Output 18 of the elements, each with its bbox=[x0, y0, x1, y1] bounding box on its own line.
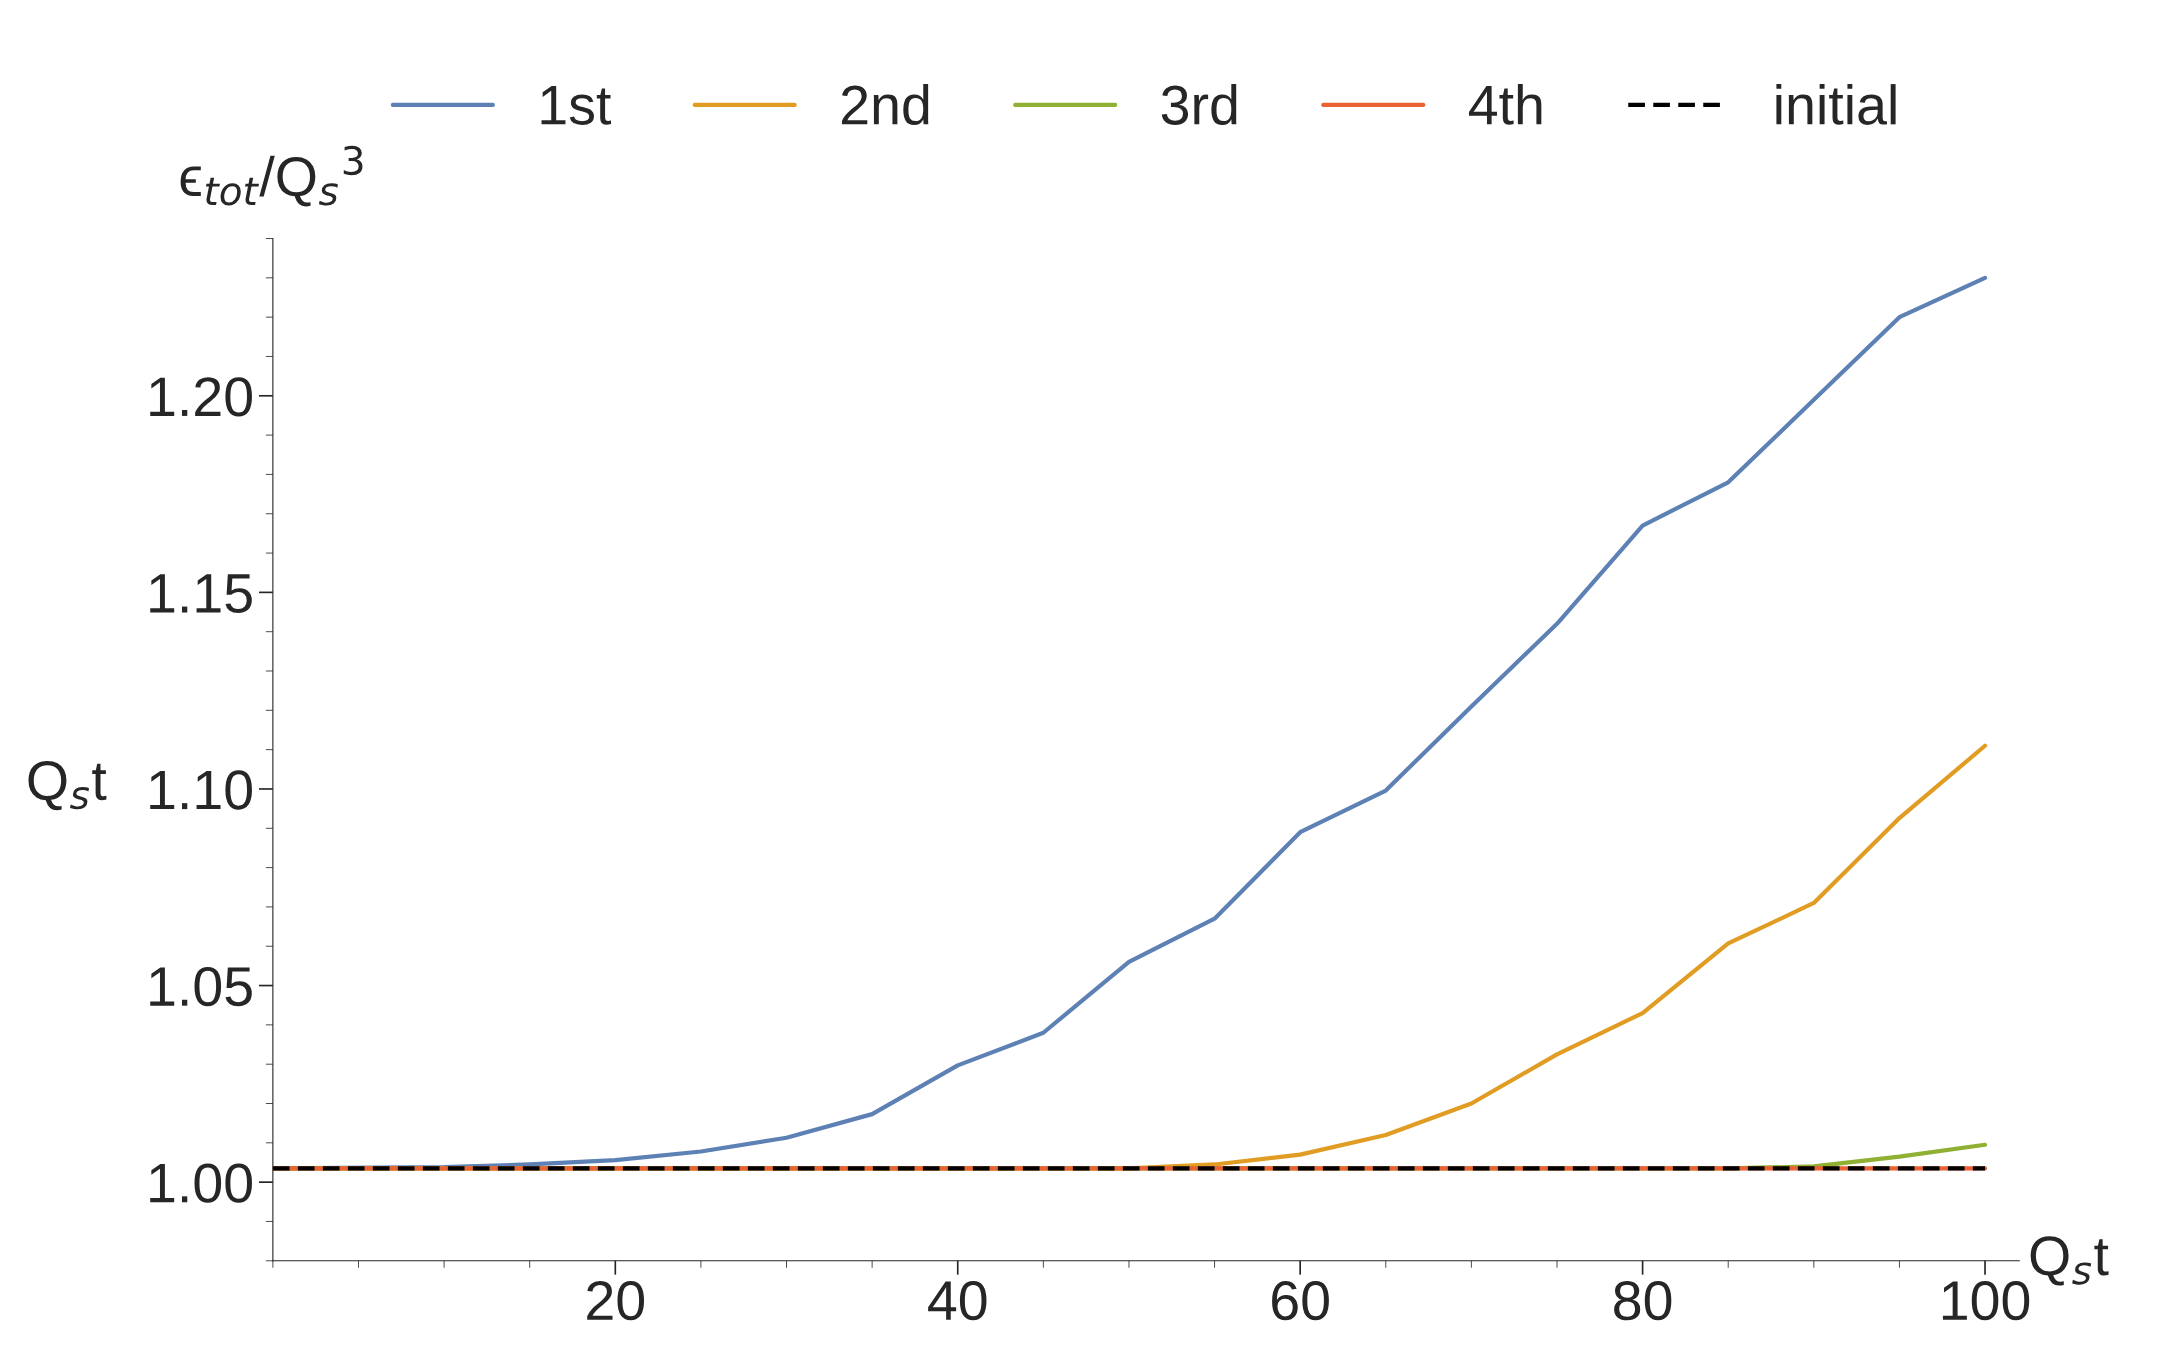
legend-label: 2nd bbox=[841, 84, 929, 125]
legend-label: 4th bbox=[1468, 84, 1542, 125]
legend-label: 3rd bbox=[1161, 84, 1237, 125]
x-tick-label: 60 bbox=[1272, 1280, 1329, 1321]
y-tick-label: 1.15 bbox=[150, 574, 252, 614]
y-tick-label: 1.20 bbox=[150, 377, 252, 417]
y-tick-label: 1.05 bbox=[150, 966, 252, 1007]
text: Q$_{s}$t bbox=[28, 760, 107, 811]
x-tick-label: 80 bbox=[1614, 1280, 1672, 1321]
legend-label: initial bbox=[1776, 84, 1896, 125]
x-tick-label: 40 bbox=[928, 1280, 987, 1321]
y-axis-title: ϵ$_{tot}$/Q$_{s}$$^{3}$ bbox=[180, 145, 363, 207]
y-tick-label: 1.10 bbox=[150, 770, 252, 810]
legend-label: 1st bbox=[541, 86, 611, 125]
x-tick-label: 100 bbox=[1942, 1280, 2030, 1321]
x-tick-label: 20 bbox=[587, 1280, 645, 1321]
y-tick-label: 1.00 bbox=[150, 1163, 252, 1203]
x-axis-title: Q$_{s}$t bbox=[2030, 1236, 2109, 1286]
